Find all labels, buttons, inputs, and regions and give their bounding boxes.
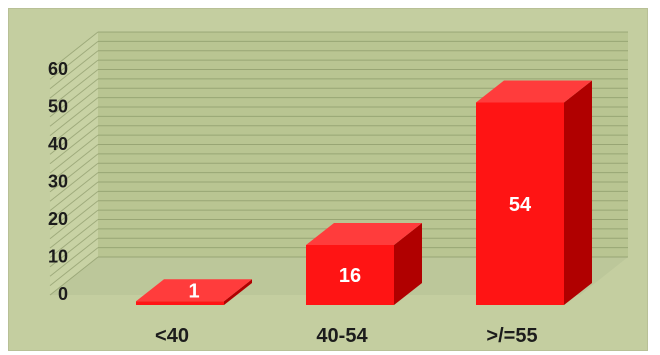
gridline — [49, 200, 99, 240]
y-tick-label: 40 — [48, 134, 68, 154]
gridline — [49, 40, 99, 80]
gridline — [49, 256, 99, 296]
gridline — [49, 153, 99, 193]
bar: 16 — [306, 223, 422, 305]
gridline — [49, 59, 99, 99]
bars: 1 16 54 — [136, 80, 592, 305]
gridline — [49, 219, 99, 258]
data-label: 16 — [339, 265, 361, 287]
y-tick-label: 10 — [48, 247, 68, 267]
bar: 54 — [476, 80, 592, 305]
bar-chart: 0 10 20 30 40 50 60 1 16 54 <40 40-54 >/=55 — [48, 31, 628, 347]
bar-side — [394, 223, 422, 305]
gridline — [49, 50, 99, 90]
gridline — [49, 69, 99, 108]
y-tick-label: 50 — [48, 97, 68, 117]
bar-side — [564, 80, 592, 305]
x-category-label: >/=55 — [486, 325, 537, 347]
gridline — [49, 87, 99, 127]
bar-top — [306, 223, 422, 245]
gridline — [49, 115, 99, 155]
gridline — [49, 144, 99, 183]
y-axis-ticks: 0 10 20 30 40 50 60 — [48, 59, 68, 304]
gridline — [49, 228, 99, 268]
x-category-label: 40-54 — [316, 325, 368, 347]
y-tick-label: 60 — [48, 59, 68, 79]
gridline — [49, 237, 99, 277]
gridline — [49, 190, 99, 230]
x-category-label: <40 — [155, 325, 189, 347]
gridline — [49, 172, 99, 212]
gridline — [49, 97, 99, 137]
x-axis-categories: <40 40-54 >/=55 — [155, 325, 538, 347]
bar-front — [136, 301, 224, 305]
bar-top — [136, 279, 252, 302]
bar: 1 — [136, 279, 252, 305]
y-tick-label: 30 — [48, 172, 68, 192]
gridline — [49, 78, 99, 118]
y-tick-label: 0 — [58, 284, 68, 304]
data-label: 54 — [509, 194, 532, 216]
bar-top — [476, 80, 592, 103]
gridline — [49, 125, 99, 165]
gridline — [49, 134, 99, 174]
bar-front — [306, 245, 394, 305]
gridline — [49, 31, 99, 71]
gridline — [49, 106, 99, 146]
gridline — [49, 162, 99, 202]
bar-front — [476, 102, 564, 305]
gridline — [49, 247, 99, 287]
bar-side — [224, 279, 252, 305]
data-label: 1 — [188, 280, 199, 302]
gridline — [49, 209, 99, 249]
gridline — [49, 181, 99, 221]
y-tick-label: 20 — [48, 209, 68, 229]
